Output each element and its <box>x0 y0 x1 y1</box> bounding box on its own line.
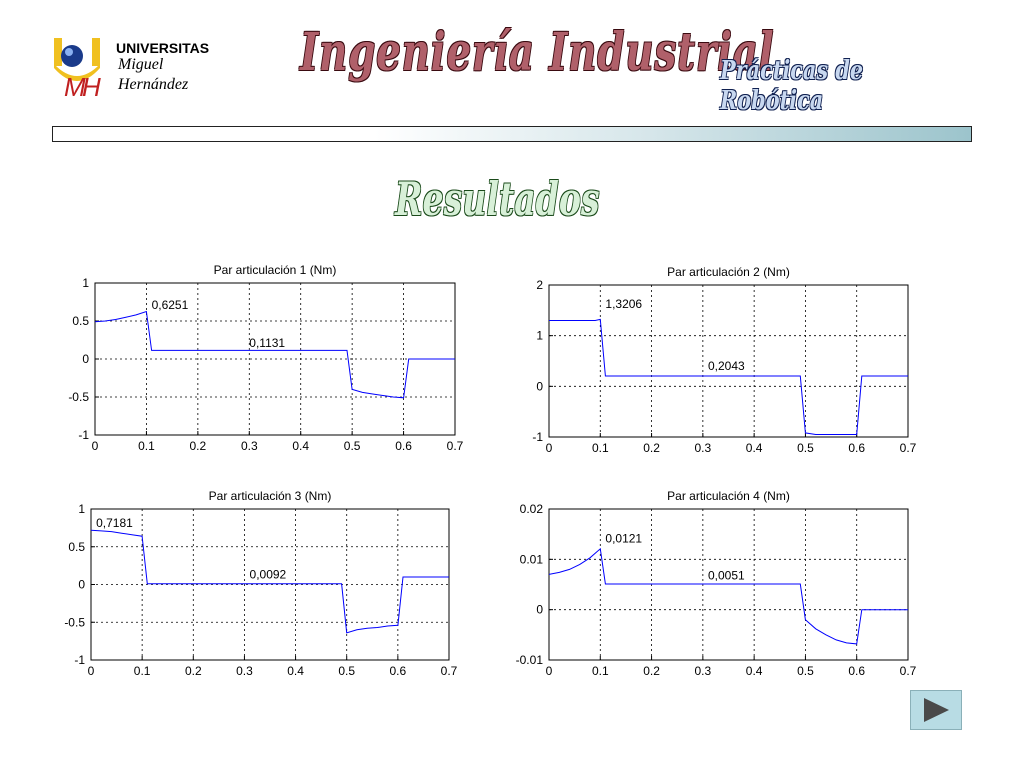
x-tick-label: 0.5 <box>797 664 814 678</box>
y-tick-label: 0 <box>82 352 89 366</box>
series-line <box>549 318 908 435</box>
y-tick-label: 0.01 <box>520 552 544 566</box>
chart-axes-box <box>90 508 450 661</box>
chart-title: Par articulación 3 (Nm) <box>209 489 332 503</box>
x-tick-label: 0.3 <box>695 664 712 678</box>
data-label: 0,0121 <box>605 532 642 546</box>
x-tick-label: 0.6 <box>395 439 412 453</box>
x-tick-label: 0.5 <box>338 664 355 678</box>
y-tick-label: 1 <box>536 329 543 343</box>
svg-text:H: H <box>82 72 101 102</box>
chart-axes-box <box>548 508 909 661</box>
x-tick-label: 0.2 <box>643 664 660 678</box>
y-tick-label: 0.02 <box>520 502 544 516</box>
x-tick-label: 0 <box>546 664 553 678</box>
y-tick-label: -1 <box>532 430 543 444</box>
x-tick-label: 0.4 <box>292 439 309 453</box>
chart-1: Par articulación 1 (Nm) 0 0.1 0.2 0.3 0.4 0.5 0… <box>68 263 463 453</box>
y-tick-label: 0 <box>536 603 543 617</box>
x-tick-label: 0.4 <box>287 664 304 678</box>
x-tick-label: 0.1 <box>134 664 151 678</box>
chart-title: Par articulación 1 (Nm) <box>214 263 337 277</box>
section-title: Resultados <box>395 172 600 226</box>
y-tick-label: 2 <box>536 278 543 292</box>
data-label: 0,0051 <box>708 568 745 582</box>
series-line <box>90 529 449 634</box>
x-tick-label: 0.7 <box>900 441 917 455</box>
data-label: 0,0092 <box>250 567 287 581</box>
y-tick-label: 0.5 <box>72 314 89 328</box>
y-tick-label: 0.5 <box>68 540 85 554</box>
x-tick-label: 0.6 <box>848 441 865 455</box>
logo-line-3: Hernández <box>118 76 189 93</box>
x-tick-label: 0.7 <box>441 664 458 678</box>
x-tick-label: 0.2 <box>643 441 660 455</box>
logo-emblem-icon: M H <box>54 38 101 102</box>
chart-3: Par articulación 3 (Nm) 0 0.1 0.2 0.3 0.4 0.5 0… <box>64 489 457 678</box>
chart-4: Par articulación 4 (Nm) 0 0.1 0.2 0.3 0.4 0.5 0… <box>516 489 917 678</box>
y-tick-label: -1 <box>78 428 89 442</box>
y-tick-label: -0.5 <box>64 615 85 629</box>
chart-axes-box <box>94 282 456 436</box>
x-tick-label: 0.7 <box>447 439 464 453</box>
logo-line-1: UNIVERSITAS <box>116 40 210 56</box>
x-tick-label: 0.1 <box>592 441 609 455</box>
x-tick-label: 0.2 <box>185 664 202 678</box>
university-logo: M H UNIVERSITAS Miguel Hernández <box>52 36 222 102</box>
data-label: 0,2043 <box>708 359 745 373</box>
x-tick-label: 0.1 <box>138 439 155 453</box>
header-divider-bar <box>52 126 972 142</box>
page-title: Ingeniería Industrial <box>300 22 775 83</box>
data-label: 0,1131 <box>249 336 285 350</box>
chart-2: Par articulación 2 (Nm) 0 0.1 0.2 0.3 0.4 0.5 0… <box>532 265 916 455</box>
x-tick-label: 0.2 <box>190 439 207 453</box>
x-tick-label: 0.5 <box>797 441 814 455</box>
x-tick-label: 0.3 <box>695 441 712 455</box>
data-label: 1,3206 <box>605 297 642 311</box>
play-triangle-icon <box>924 698 949 722</box>
x-tick-label: 0 <box>88 664 95 678</box>
x-tick-label: 0.6 <box>390 664 407 678</box>
y-tick-label: 1 <box>82 276 89 290</box>
data-label: 0,6251 <box>152 298 189 312</box>
chart-axes-box <box>548 284 909 438</box>
x-tick-label: 0.7 <box>900 664 917 678</box>
next-slide-button[interactable] <box>910 690 962 730</box>
x-tick-label: 0 <box>546 441 553 455</box>
logo-line-2: Miguel <box>118 56 164 73</box>
y-tick-label: -0.01 <box>516 653 544 667</box>
svg-text:M: M <box>64 72 86 102</box>
x-tick-label: 0.3 <box>236 664 253 678</box>
x-tick-label: 0.3 <box>241 439 258 453</box>
chart-title: Par articulación 4 (Nm) <box>667 489 790 503</box>
x-tick-label: 0.1 <box>592 664 609 678</box>
page-subtitle: Prácticas de Robótica <box>720 56 864 116</box>
y-tick-label: -0.5 <box>68 390 89 404</box>
x-tick-label: 0.4 <box>746 441 763 455</box>
x-tick-label: 0 <box>92 439 99 453</box>
y-tick-label: -1 <box>74 653 85 667</box>
data-label: 0,7181 <box>96 516 133 530</box>
y-tick-label: 0 <box>536 379 543 393</box>
y-tick-label: 0 <box>78 578 85 592</box>
y-tick-label: 1 <box>78 502 85 516</box>
x-tick-label: 0.6 <box>848 664 865 678</box>
x-tick-label: 0.4 <box>746 664 763 678</box>
x-tick-label: 0.5 <box>344 439 361 453</box>
series-line <box>548 547 908 645</box>
chart-title: Par articulación 2 (Nm) <box>667 265 790 279</box>
series-line <box>94 310 455 399</box>
